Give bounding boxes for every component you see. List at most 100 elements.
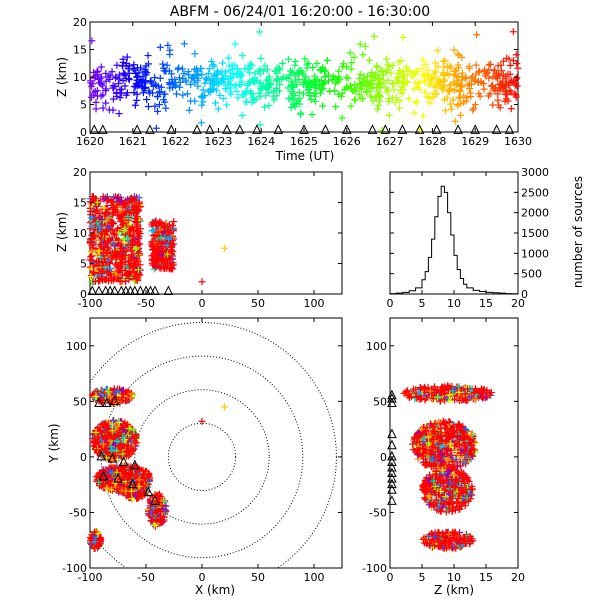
- time-height-source: [355, 90, 363, 98]
- time-height-source: [284, 55, 292, 63]
- time-height-source: [361, 76, 369, 84]
- time-height-source: [369, 97, 377, 105]
- time-height-source: [464, 81, 472, 89]
- time-height-source: [299, 90, 307, 98]
- time-height-source: [197, 119, 205, 127]
- time-height-source: [99, 91, 107, 99]
- time-height-source: [311, 92, 319, 100]
- station-marker: [387, 428, 397, 439]
- time-height-source: [256, 28, 264, 36]
- time-height-source: [472, 61, 480, 69]
- time-height-source: [233, 87, 241, 95]
- time-height-source: [271, 67, 279, 75]
- time-height-source: [462, 73, 470, 81]
- time-height-source: [223, 101, 231, 109]
- x-tick-label: -50: [137, 571, 155, 584]
- time-height-source: [383, 88, 391, 96]
- x-tick-label: 100: [304, 571, 325, 584]
- z-tick-label: 15: [479, 571, 493, 584]
- time-height-source: [319, 102, 327, 110]
- x-axis-label: X (km): [195, 583, 235, 597]
- time-height-source: [467, 80, 475, 88]
- x-z-stations: [87, 285, 174, 296]
- hist-x-tick-label: 0: [387, 297, 394, 310]
- time-height-source: [187, 97, 195, 105]
- time-height-source: [159, 60, 167, 68]
- time-height-source: [226, 62, 234, 70]
- time-height-source: [321, 72, 329, 80]
- time-height-source: [255, 89, 263, 97]
- time-height-source: [304, 59, 312, 67]
- time-height-source: [109, 82, 117, 90]
- y-tick-label: -50: [69, 506, 87, 519]
- x-tick-label: -50: [137, 297, 155, 310]
- time-height-source: [443, 70, 451, 78]
- time-height-y-label: Z (km): [55, 57, 69, 97]
- time-height-source: [395, 104, 403, 112]
- time-tick-label: 1621: [119, 135, 147, 148]
- time-tick-label: 1622: [162, 135, 190, 148]
- time-height-source: [144, 103, 152, 111]
- time-height-source: [206, 65, 214, 73]
- time-height-source: [359, 51, 367, 59]
- time-height-source: [447, 105, 455, 113]
- range-ring: [167, 422, 237, 491]
- station-marker: [387, 450, 397, 461]
- time-height-source: [198, 101, 206, 109]
- time-height-source: [185, 106, 193, 114]
- time-height-source: [410, 109, 418, 117]
- time-height-source: [93, 67, 101, 75]
- time-height-source: [383, 55, 391, 63]
- histogram-line: [390, 185, 518, 295]
- time-height-source: [360, 72, 368, 80]
- z-tick-label: 0: [80, 288, 87, 301]
- hist-x-tick-label: 15: [479, 297, 493, 310]
- time-tick-label: 1630: [504, 135, 532, 148]
- time-height-source: [155, 101, 163, 109]
- time-height-source: [151, 102, 159, 110]
- time-height-source: [231, 82, 239, 90]
- time-height-source: [265, 102, 273, 110]
- time-height-source: [232, 71, 240, 79]
- y-tick-label: 50: [373, 395, 387, 408]
- time-height-source: [260, 67, 268, 75]
- time-height-source: [313, 60, 321, 68]
- time-height-source: [506, 70, 514, 78]
- time-height-source: [133, 90, 141, 98]
- time-height-source: [301, 55, 309, 63]
- hist-x-tick-label: 5: [419, 297, 426, 310]
- time-height-source: [115, 110, 123, 118]
- time-height-source: [113, 61, 121, 69]
- time-height-source: [405, 95, 413, 103]
- z-tick-label: 10: [73, 71, 87, 84]
- time-height-source: [182, 76, 190, 84]
- station-marker: [387, 472, 397, 483]
- time-height-source: [449, 96, 457, 104]
- time-height-source: [166, 50, 174, 58]
- z-tick-label: 0: [80, 126, 87, 139]
- time-height-source: [458, 69, 466, 77]
- time-height-source: [242, 98, 250, 106]
- time-height-source: [179, 91, 187, 99]
- x-z-outlier: [198, 278, 206, 286]
- z-tick-label: 5: [419, 571, 426, 584]
- x-y-outlier: [198, 417, 206, 425]
- time-height-source: [506, 86, 514, 94]
- time-height-source: [370, 32, 378, 40]
- time-height-source: [398, 83, 406, 91]
- time-height-source: [269, 92, 277, 100]
- time-height-source: [220, 94, 228, 102]
- time-height-source: [97, 63, 105, 71]
- time-height-source: [284, 84, 292, 92]
- station-marker: [387, 484, 397, 494]
- hist-y-tick-label: 1000: [521, 247, 549, 260]
- time-height-source: [214, 105, 222, 113]
- time-height-source: [385, 111, 393, 119]
- time-height-source: [371, 93, 379, 101]
- time-height-source: [469, 106, 477, 114]
- time-height-source: [473, 31, 481, 39]
